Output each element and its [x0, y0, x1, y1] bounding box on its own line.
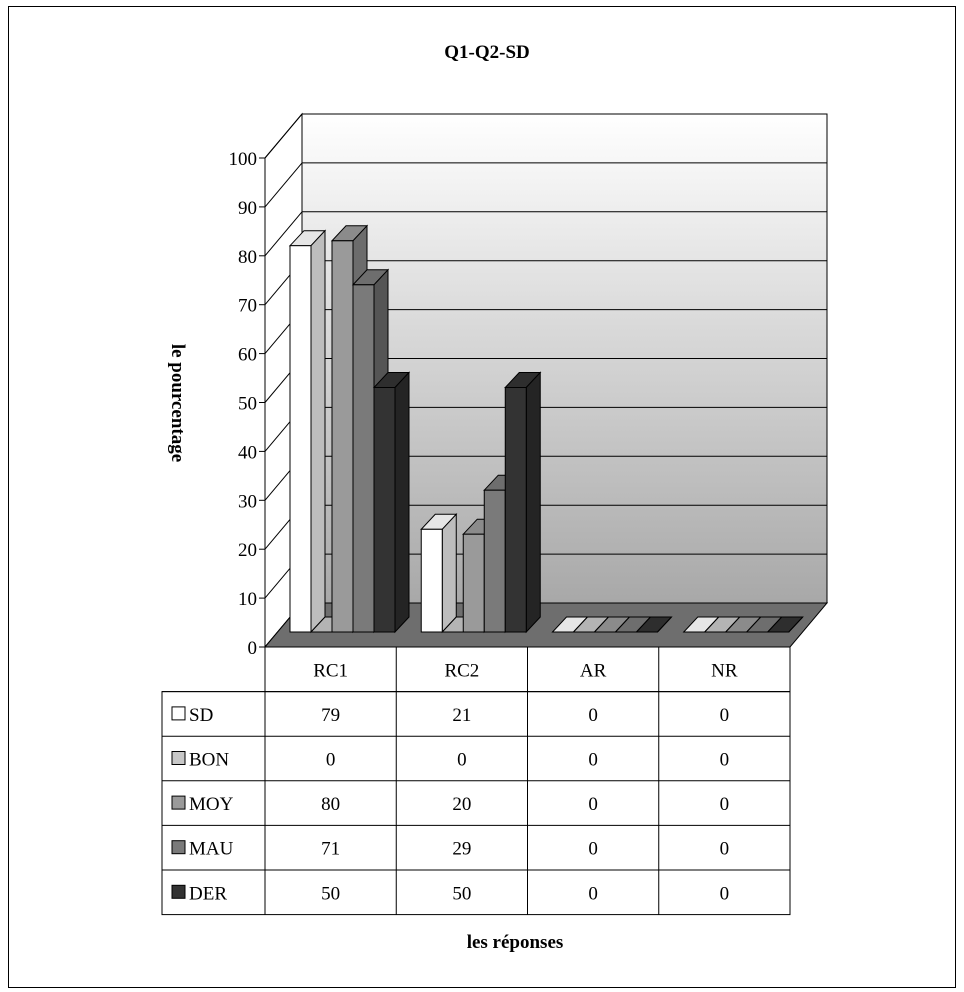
x-axis-label: les réponses — [467, 932, 564, 953]
legend-swatch — [171, 706, 186, 721]
y-tick-label: 100 — [229, 149, 258, 170]
bar-front — [483, 489, 506, 633]
data-label: 0 — [720, 750, 730, 771]
data-label: 0 — [720, 794, 730, 815]
data-label: 29 — [452, 839, 471, 860]
x-tick-label: AR — [580, 660, 607, 681]
legend-swatch — [171, 884, 186, 899]
y-axis-label: le pourcentage — [167, 344, 188, 462]
bar-der-nr — [766, 616, 804, 633]
bar-front — [420, 528, 443, 633]
data-label: 21 — [452, 705, 471, 726]
x-tick-label: RC2 — [444, 660, 479, 681]
legend-label: DER — [189, 883, 227, 904]
y-tick-label: 80 — [238, 247, 257, 268]
data-label: 0 — [588, 750, 598, 771]
bar-front — [373, 387, 396, 633]
bar-front — [331, 240, 354, 633]
bar-front — [504, 387, 527, 633]
table-body — [161, 691, 791, 916]
bar-side — [788, 616, 804, 633]
data-label: 80 — [321, 794, 340, 815]
bar-sd-rc1 — [288, 229, 327, 634]
data-label: 0 — [720, 839, 730, 860]
plot-area: 0 10 20 30 40 50 60 70 80 90 100 — [229, 112, 829, 659]
bar-sd-rc2 — [420, 513, 458, 634]
y-tick-label: 0 — [248, 638, 258, 659]
legend-swatch — [171, 840, 186, 855]
x-tick-label: NR — [711, 660, 738, 681]
gridline-side — [264, 113, 303, 159]
data-label: 0 — [588, 794, 598, 815]
data-label: 71 — [321, 839, 340, 860]
bar-front — [289, 245, 312, 633]
bar-side — [310, 229, 326, 634]
gridline-side — [264, 162, 303, 208]
data-label: 0 — [326, 750, 336, 771]
bar-der-ar — [635, 616, 673, 633]
data-label: 50 — [321, 883, 340, 904]
data-label: 20 — [452, 794, 471, 815]
bar-front — [352, 284, 375, 633]
bar-side — [441, 513, 457, 634]
y-tick-label: 60 — [238, 345, 257, 366]
bar-front — [462, 533, 485, 633]
bar-side — [394, 371, 410, 634]
data-table: RC1 RC2 AR NR SD 79 21 0 0 BON 0 0 0 0 MOY 80 20 0 0 MAU 71 2… — [161, 646, 791, 916]
bar-side — [657, 616, 672, 633]
data-label: 0 — [720, 705, 730, 726]
bar-der-rc2 — [504, 371, 542, 634]
legend-label: SD — [189, 705, 213, 726]
data-label: 50 — [452, 883, 471, 904]
x-tick-label: RC1 — [313, 660, 348, 681]
legend-label: MOY — [189, 794, 234, 815]
y-tick-label: 40 — [238, 442, 257, 463]
data-label: 0 — [588, 705, 598, 726]
y-tick-label: 20 — [238, 540, 257, 561]
data-label: 0 — [588, 883, 598, 904]
legend-swatch — [171, 795, 186, 810]
chart-title: Q1-Q2-SD — [444, 42, 530, 63]
gridline-side — [264, 211, 303, 257]
legend-swatch — [171, 751, 186, 765]
y-tick-label: 70 — [238, 296, 257, 317]
y-tick-label: 30 — [238, 491, 257, 512]
bar-side — [525, 371, 541, 634]
data-label: 79 — [321, 705, 340, 726]
y-tick-label: 90 — [238, 198, 257, 219]
bar-der-rc1 — [372, 371, 411, 634]
data-label: 0 — [720, 883, 730, 904]
y-tick-label: 50 — [238, 394, 257, 415]
legend-label: BON — [189, 750, 229, 771]
legend-label: MAU — [189, 839, 234, 860]
data-label: 0 — [588, 839, 598, 860]
y-tick-label: 10 — [238, 589, 257, 610]
data-label: 0 — [457, 750, 467, 771]
chart-frame — [8, 6, 956, 988]
